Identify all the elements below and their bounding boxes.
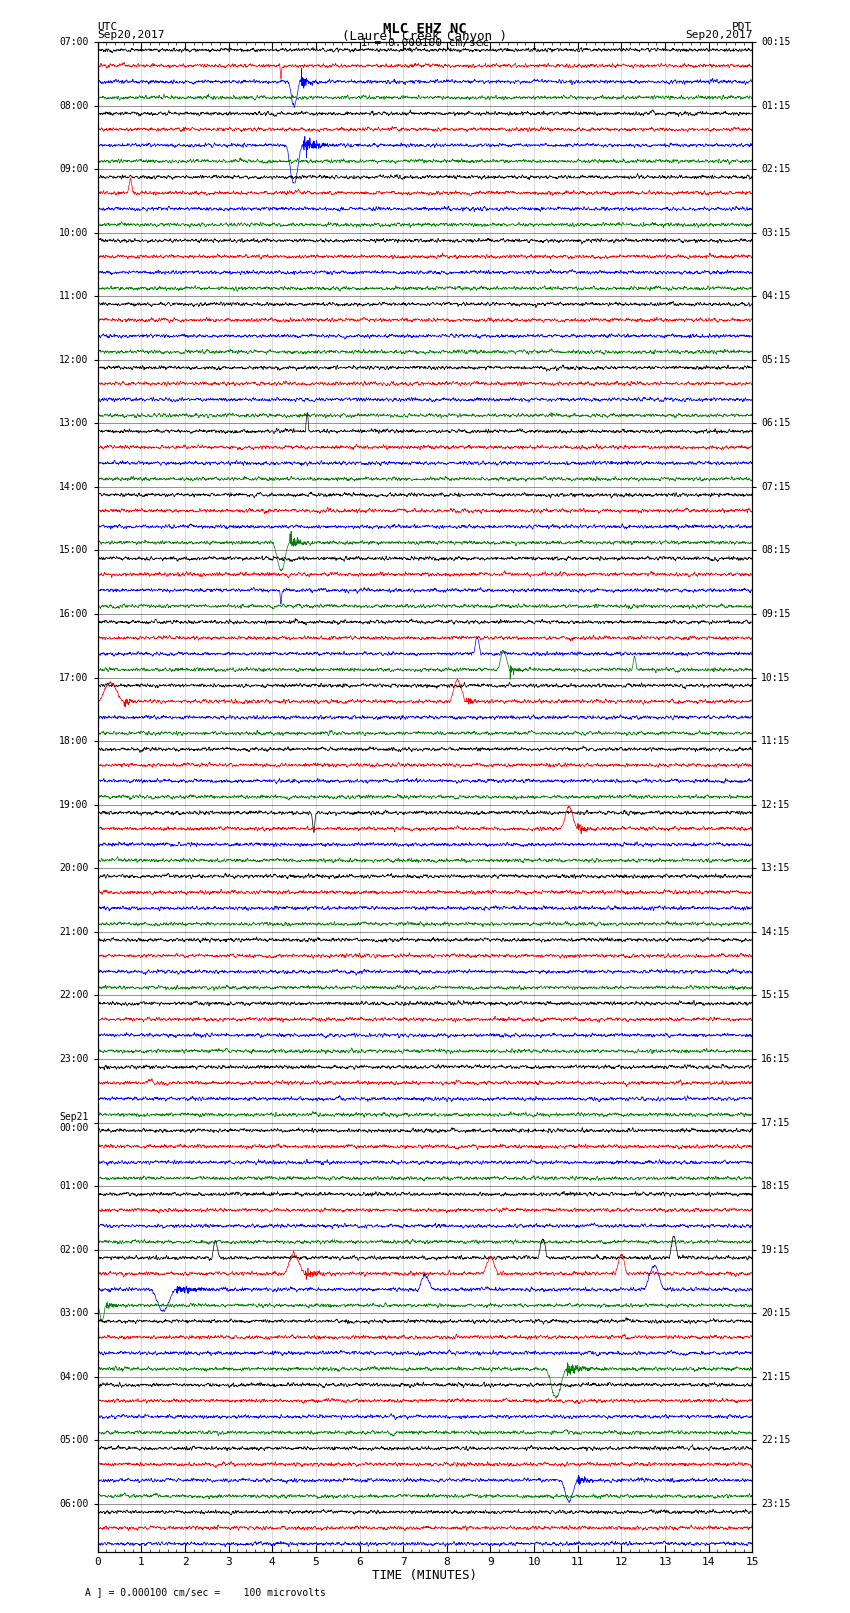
X-axis label: TIME (MINUTES): TIME (MINUTES)	[372, 1569, 478, 1582]
Text: PDT: PDT	[732, 23, 752, 32]
Text: I = 0.000100 cm/sec: I = 0.000100 cm/sec	[361, 37, 489, 48]
Text: MLC EHZ NC: MLC EHZ NC	[383, 23, 467, 35]
Text: A ] = 0.000100 cm/sec =    100 microvolts: A ] = 0.000100 cm/sec = 100 microvolts	[85, 1587, 326, 1597]
Text: Sep20,2017: Sep20,2017	[98, 31, 165, 40]
Text: (Laurel Creek Canyon ): (Laurel Creek Canyon )	[343, 31, 507, 44]
Text: UTC: UTC	[98, 23, 118, 32]
Text: Sep20,2017: Sep20,2017	[685, 31, 752, 40]
